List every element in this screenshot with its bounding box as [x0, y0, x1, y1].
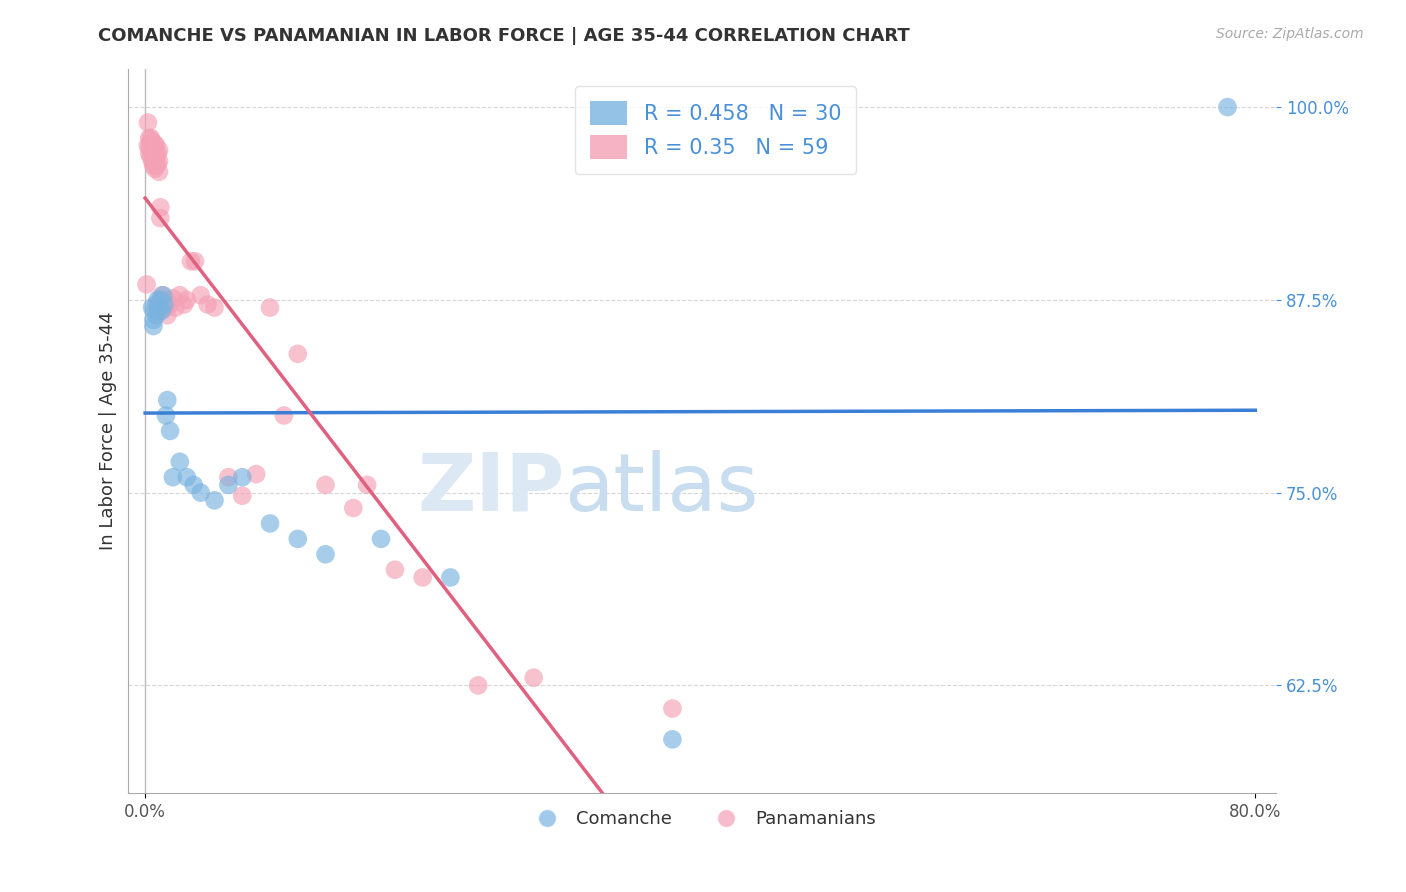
Point: [150, 288, 173, 302]
Text: COMANCHE VS PANAMANIAN IN LABOR FORCE | AGE 35-44 CORRELATION CHART: COMANCHE VS PANAMANIAN IN LABOR FORCE | …: [98, 27, 910, 45]
Point: [204, 301, 226, 315]
Point: [143, 149, 166, 163]
Point: [156, 393, 179, 408]
Point: [149, 293, 172, 307]
Point: [315, 478, 337, 492]
Point: [153, 293, 176, 307]
Point: [190, 485, 212, 500]
Point: [165, 301, 187, 315]
Point: [136, 138, 159, 153]
Point: [159, 297, 181, 311]
Point: [273, 409, 295, 423]
Point: [145, 297, 167, 311]
Point: [190, 288, 212, 302]
Point: [287, 347, 309, 361]
Point: [146, 157, 169, 171]
Point: [152, 301, 174, 315]
Point: [143, 137, 166, 152]
Point: [139, 143, 162, 157]
Point: [139, 149, 162, 163]
Point: [143, 161, 166, 176]
Point: [217, 470, 239, 484]
Point: [141, 143, 163, 157]
Point: [146, 293, 169, 307]
Point: [315, 547, 337, 561]
Point: [173, 297, 195, 311]
Text: atlas: atlas: [565, 450, 759, 528]
Point: [467, 678, 489, 692]
Point: [148, 165, 170, 179]
Point: [150, 297, 173, 311]
Point: [159, 424, 181, 438]
Text: ZIP: ZIP: [418, 450, 565, 528]
Point: [142, 319, 165, 334]
Point: [197, 297, 219, 311]
Point: [259, 301, 281, 315]
Point: [342, 501, 364, 516]
Point: [169, 288, 191, 302]
Point: [153, 297, 176, 311]
Point: [148, 143, 170, 157]
Point: [148, 154, 170, 169]
Point: [152, 288, 174, 302]
Legend: Comanche, Panamanians: Comanche, Panamanians: [522, 803, 883, 835]
Point: [204, 493, 226, 508]
Point: [176, 470, 198, 484]
Point: [439, 570, 461, 584]
Point: [287, 532, 309, 546]
Point: [149, 211, 172, 226]
Point: [231, 470, 253, 484]
Y-axis label: In Labor Force | Age 35-44: In Labor Force | Age 35-44: [100, 311, 117, 550]
Point: [245, 467, 267, 482]
Point: [145, 159, 167, 173]
Point: [176, 293, 198, 307]
Point: [149, 200, 172, 214]
Point: [183, 478, 205, 492]
Point: [138, 138, 160, 153]
Point: [142, 146, 165, 161]
Point: [155, 409, 177, 423]
Point: [138, 146, 160, 161]
Point: [184, 254, 207, 268]
Point: [180, 254, 202, 268]
Point: [138, 131, 160, 145]
Point: [142, 159, 165, 173]
Point: [169, 455, 191, 469]
Point: [370, 532, 392, 546]
Point: [356, 478, 378, 492]
Point: [142, 313, 165, 327]
Point: [145, 308, 167, 322]
Point: [162, 470, 184, 484]
Point: [135, 277, 157, 292]
Point: [150, 303, 173, 318]
Point: [661, 732, 683, 747]
Point: [148, 301, 170, 315]
Point: [156, 308, 179, 322]
Text: Source: ZipAtlas.com: Source: ZipAtlas.com: [1216, 27, 1364, 41]
Point: [384, 563, 406, 577]
Point: [162, 291, 184, 305]
Point: [143, 303, 166, 318]
Point: [412, 570, 434, 584]
Point: [155, 301, 177, 315]
Point: [145, 149, 167, 163]
Point: [141, 134, 163, 148]
Point: [231, 489, 253, 503]
Point: [145, 138, 167, 153]
Point: [142, 138, 165, 153]
Point: [1216, 100, 1239, 114]
Point: [661, 701, 683, 715]
Point: [523, 671, 546, 685]
Point: [141, 301, 163, 315]
Point: [141, 154, 163, 169]
Point: [139, 131, 162, 145]
Point: [146, 146, 169, 161]
Point: [217, 478, 239, 492]
Point: [136, 115, 159, 129]
Point: [259, 516, 281, 531]
